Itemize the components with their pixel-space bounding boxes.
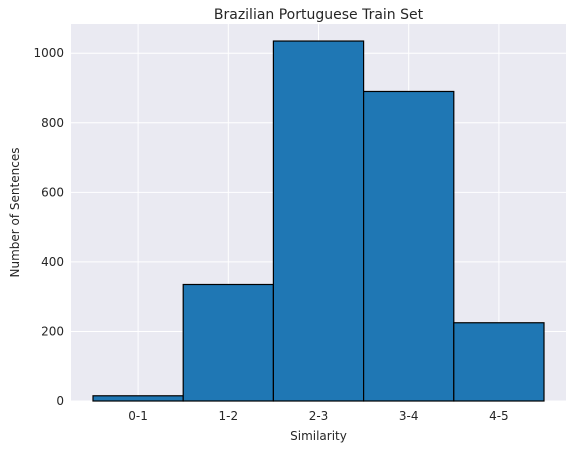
y-tick-label: 400 bbox=[41, 255, 64, 269]
bars bbox=[92, 40, 545, 402]
bar-2-3 bbox=[272, 40, 365, 402]
x-tick-labels: 0-1 1-2 2-3 3-4 4-5 bbox=[128, 409, 508, 423]
y-tick-label: 600 bbox=[41, 185, 64, 199]
x-tick-label: 3-4 bbox=[399, 409, 419, 423]
x-tick-label: 4-5 bbox=[489, 409, 509, 423]
y-tick-label: 800 bbox=[41, 116, 64, 130]
y-tick-label: 0 bbox=[56, 394, 64, 408]
y-tick-labels: 0 200 400 600 800 1000 bbox=[33, 46, 64, 408]
bar-3-4 bbox=[363, 90, 455, 402]
bar-1-2 bbox=[182, 283, 274, 402]
x-tick-label: 1-2 bbox=[218, 409, 238, 423]
y-tick-label: 200 bbox=[41, 324, 64, 338]
x-axis-label: Similarity bbox=[290, 429, 347, 443]
x-tick-label: 0-1 bbox=[128, 409, 148, 423]
x-tick-label: 2-3 bbox=[309, 409, 329, 423]
y-tick-label: 1000 bbox=[33, 46, 64, 60]
y-axis-label: Number of Sentences bbox=[8, 148, 22, 278]
bar-0-1 bbox=[92, 395, 184, 402]
bar-4-5 bbox=[453, 322, 545, 402]
chart-title: Brazilian Portuguese Train Set bbox=[214, 7, 424, 23]
